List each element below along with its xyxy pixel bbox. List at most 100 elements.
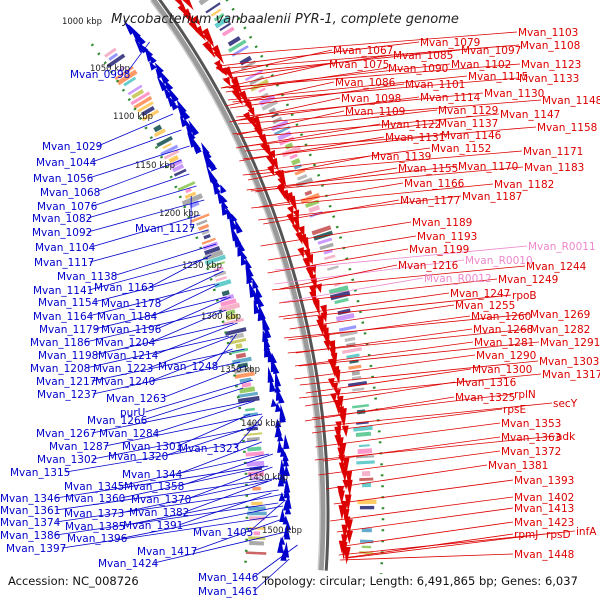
function-block	[237, 391, 259, 398]
function-block	[246, 427, 259, 432]
reverse-gene	[234, 218, 243, 234]
forward-gene	[270, 157, 279, 171]
gene-label-Mvan_1358: Mvan_1358	[124, 481, 184, 493]
scale-tick-label: 1350 kbp	[220, 365, 260, 375]
leader-line	[242, 134, 441, 160]
function-block	[241, 382, 252, 388]
scale-tick-label: 1000 kbp	[62, 17, 102, 27]
forward-gene	[204, 43, 216, 58]
gene-label-Mvan_1183: Mvan_1183	[524, 162, 584, 174]
function-block	[104, 47, 117, 58]
reverse-gene	[163, 78, 174, 92]
gene-label-Mvan_1382: Mvan_1382	[129, 507, 189, 519]
leader-line	[92, 361, 241, 395]
leader-line	[299, 373, 542, 399]
reverse-gene	[231, 213, 238, 223]
forward-gene	[346, 519, 353, 535]
function-block	[311, 225, 332, 236]
gene-label-Mvan_1315: Mvan_1315	[10, 467, 70, 479]
gene-label-Mvan_1344: Mvan_1344	[122, 469, 183, 481]
function-block	[227, 39, 247, 53]
function-block	[220, 298, 237, 307]
gene-label-Mvan_1290: Mvan_1290	[476, 350, 536, 362]
function-block	[227, 36, 241, 47]
gene-label-Mvan_1131: Mvan_1131	[385, 132, 445, 144]
left-label-leaders	[55, 41, 298, 592]
function-block	[361, 528, 372, 533]
leader-line	[55, 465, 265, 499]
reverse-gene	[270, 398, 278, 407]
gene-label-Mvan_1127: Mvan_1127	[135, 223, 195, 235]
forward-gene	[341, 500, 349, 517]
function-block	[214, 15, 231, 29]
leader-line	[255, 167, 398, 193]
gene-label-Mvan_1141: Mvan_1141	[33, 285, 93, 297]
leader-line	[287, 328, 530, 354]
scale-tick-label: 1200 kbp	[159, 209, 199, 219]
gene-label-Mvan_1187: Mvan_1187	[462, 191, 522, 203]
forward-gene	[346, 530, 353, 545]
forward-gene	[340, 466, 348, 484]
gene-label-Mvan_R0012: Mvan_R0012	[424, 273, 492, 285]
gene-label-Mvan_1164: Mvan_1164	[33, 311, 94, 323]
leader-line	[145, 379, 254, 413]
forward-gene	[338, 490, 345, 505]
reverse-gene	[279, 508, 286, 522]
gene-label-Mvan_1152: Mvan_1152	[431, 143, 491, 155]
forward-gene	[345, 479, 353, 497]
function-block	[225, 313, 239, 321]
leader-line	[90, 214, 201, 248]
reverse-gene	[278, 492, 286, 502]
leader-line	[65, 439, 258, 473]
gene-label-Mvan_1345: Mvan_1345	[64, 481, 124, 493]
function-block	[196, 219, 208, 226]
topology-text: Topology: circular; Length: 6,491,865 bp…	[261, 574, 578, 588]
leader-line	[87, 199, 205, 233]
map-title: Mycobacterium vanbaalenii PYR-1, complet…	[111, 12, 459, 27]
leader-line	[229, 83, 405, 109]
gene-label-Mvan_1413: Mvan_1413	[514, 503, 574, 515]
function-block	[173, 168, 187, 177]
leader-line	[225, 81, 335, 107]
forward-gene	[268, 149, 276, 159]
leader-line	[248, 499, 286, 533]
feature-panel	[94, 0, 380, 574]
leader-line	[192, 518, 283, 552]
function-block	[245, 551, 267, 555]
leader-line	[161, 365, 246, 399]
gene-label-Mvan_1249: Mvan_1249	[498, 274, 558, 286]
function-block	[304, 190, 313, 196]
gene-label-Mvan_1300: Mvan_1300	[472, 364, 532, 376]
forward-gene	[338, 505, 346, 521]
forward-gene	[334, 388, 341, 398]
gene-label-Mvan_1122: Mvan_1122	[381, 119, 441, 131]
gene-label-Mvan_1102: Mvan_1102	[451, 59, 511, 71]
function-block	[229, 337, 247, 345]
gene-label-Mvan_1325: Mvan_1325	[455, 392, 515, 404]
function-block	[352, 404, 369, 409]
gene-label-Mvan_1263: Mvan_1263	[106, 393, 166, 405]
function-block	[335, 313, 355, 322]
leader-line	[177, 413, 251, 447]
gene-label-Mvan_1208: Mvan_1208	[30, 363, 90, 375]
leader-line	[282, 277, 424, 303]
reverse-gene	[192, 140, 202, 155]
function-block	[294, 168, 306, 176]
gene-label-adk: adk	[556, 431, 576, 443]
leader-line	[274, 259, 465, 285]
gene-label-Mvan_1268: Mvan_1268	[473, 324, 533, 336]
function-block	[205, 2, 221, 14]
forward-gene	[345, 470, 353, 488]
gene-label-Mvan_1123: Mvan_1123	[521, 59, 581, 71]
gene-label-Mvan_1029: Mvan_1029	[42, 141, 102, 153]
function-block	[291, 157, 301, 166]
gene-label-Mvan_1360: Mvan_1360	[65, 493, 125, 505]
function-block	[273, 125, 291, 136]
gene-label-Mvan_1269: Mvan_1269	[530, 309, 590, 321]
gene-label-Mvan_1287: Mvan_1287	[49, 441, 109, 453]
function-block	[355, 455, 375, 459]
gene-label-Mvan_1186: Mvan_1186	[30, 337, 91, 349]
gene-label-Mvan_1154: Mvan_1154	[38, 297, 99, 309]
leader-line	[250, 147, 431, 173]
scale-tick-label: 1050 kbp	[90, 64, 130, 74]
